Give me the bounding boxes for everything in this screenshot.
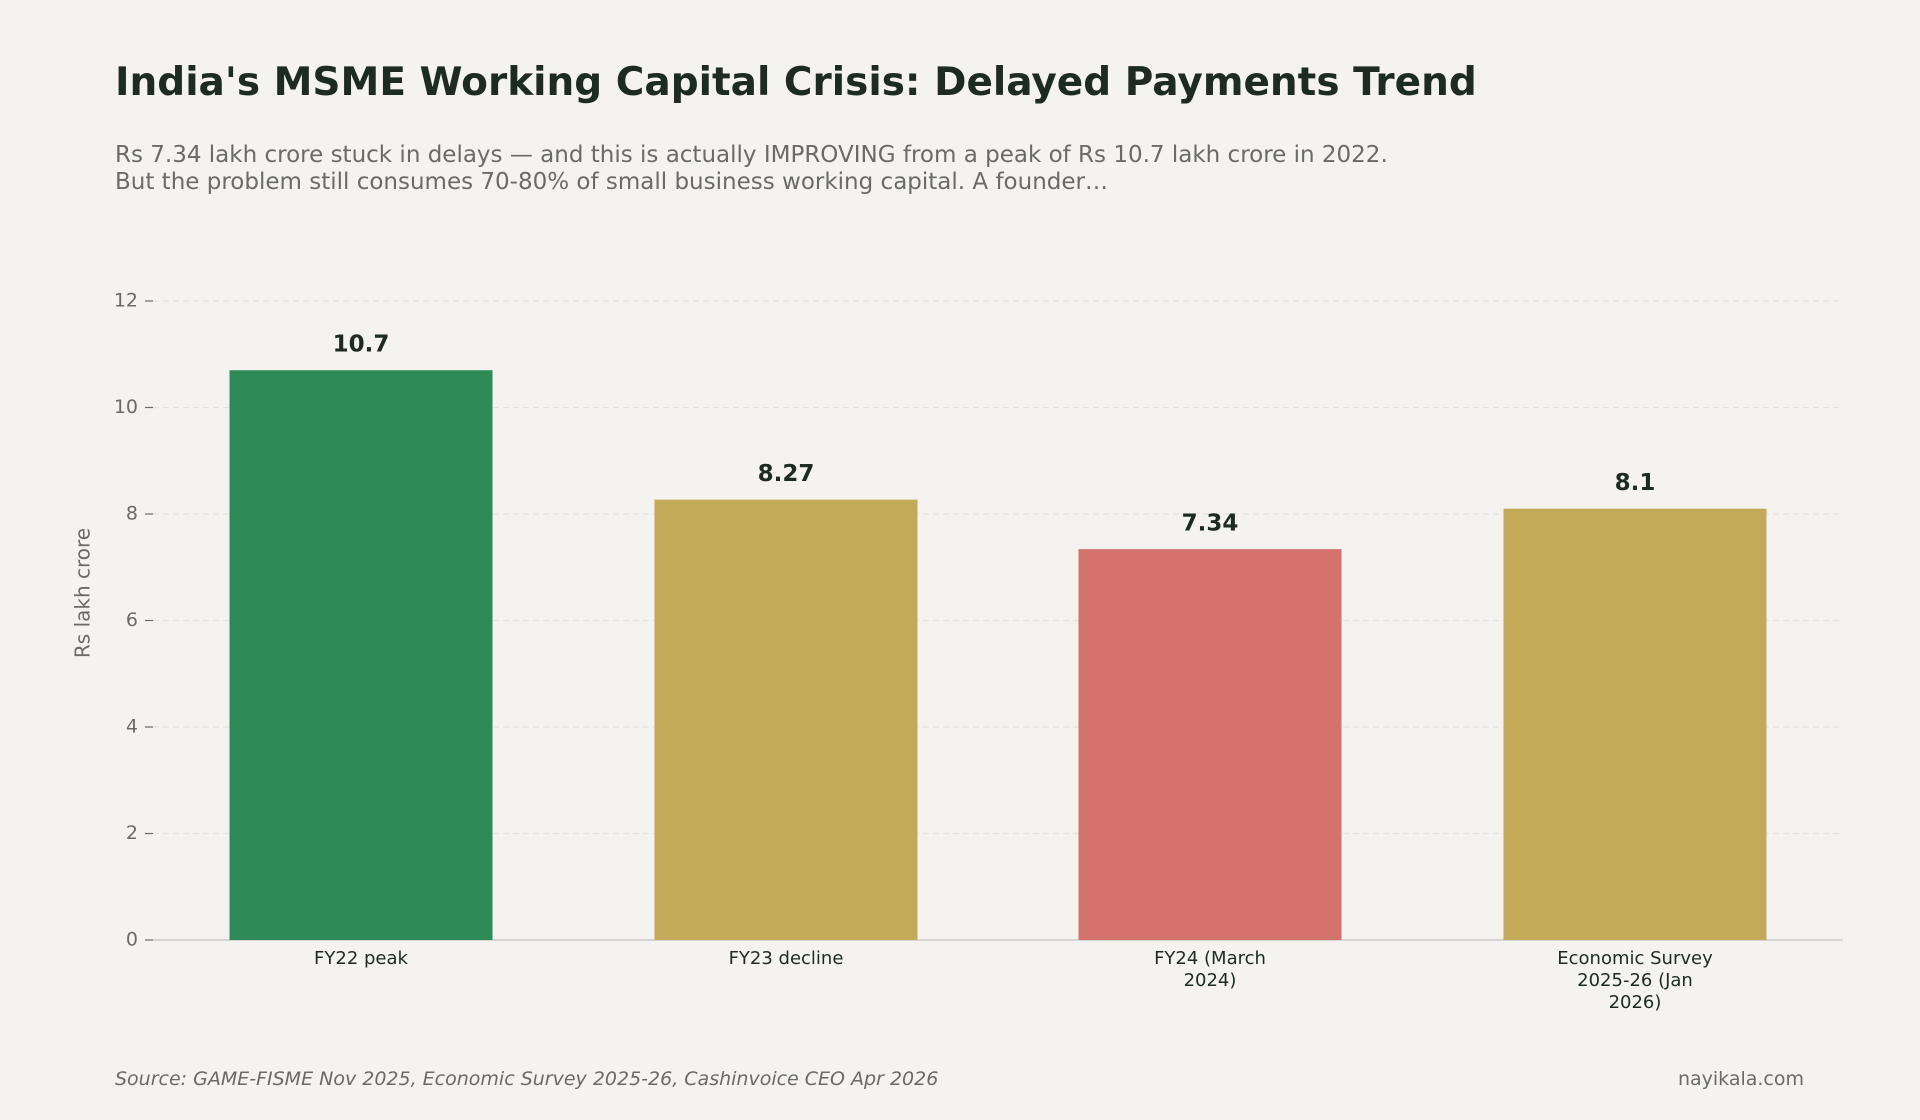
- y-tick-label: 8: [126, 503, 138, 525]
- value-label: 10.7: [333, 332, 390, 358]
- chart-subtitle: Rs 7.34 lakh crore stuck in delays — and…: [115, 142, 1388, 195]
- y-tick-label: 12: [114, 290, 138, 312]
- x-tick-label: FY23 decline: [729, 948, 844, 969]
- y-tick-label: 6: [126, 609, 138, 631]
- chart-title: India's MSME Working Capital Crisis: Del…: [115, 60, 1477, 105]
- x-tick-label: Economic Survey 2025-26 (Jan 2026): [1557, 948, 1713, 1013]
- y-tick-label: 10: [114, 396, 138, 418]
- value-label: 8.1: [1615, 470, 1656, 496]
- y-tick-label: 2: [126, 822, 138, 844]
- bar: [229, 370, 493, 941]
- bar: [1078, 549, 1342, 940]
- bar: [1503, 508, 1767, 940]
- credit: nayikala.com: [1677, 1068, 1804, 1090]
- value-label: 7.34: [1182, 511, 1239, 537]
- x-tick-label: FY22 peak: [314, 948, 409, 969]
- y-tick-label: 4: [126, 716, 138, 738]
- bar: [654, 499, 918, 940]
- value-label: 8.27: [758, 461, 815, 487]
- x-tick-label: FY24 (March 2024): [1154, 948, 1266, 991]
- chart: Rs lakh crore 0 2 4 6 8 10 12 FY22 peak 10.7 FY23…: [71, 290, 1843, 1013]
- y-tick-label: 0: [126, 929, 138, 951]
- source-note: Source: GAME-FISME Nov 2025, Economic Su…: [115, 1068, 939, 1090]
- y-axis-label: Rs lakh crore: [71, 528, 95, 658]
